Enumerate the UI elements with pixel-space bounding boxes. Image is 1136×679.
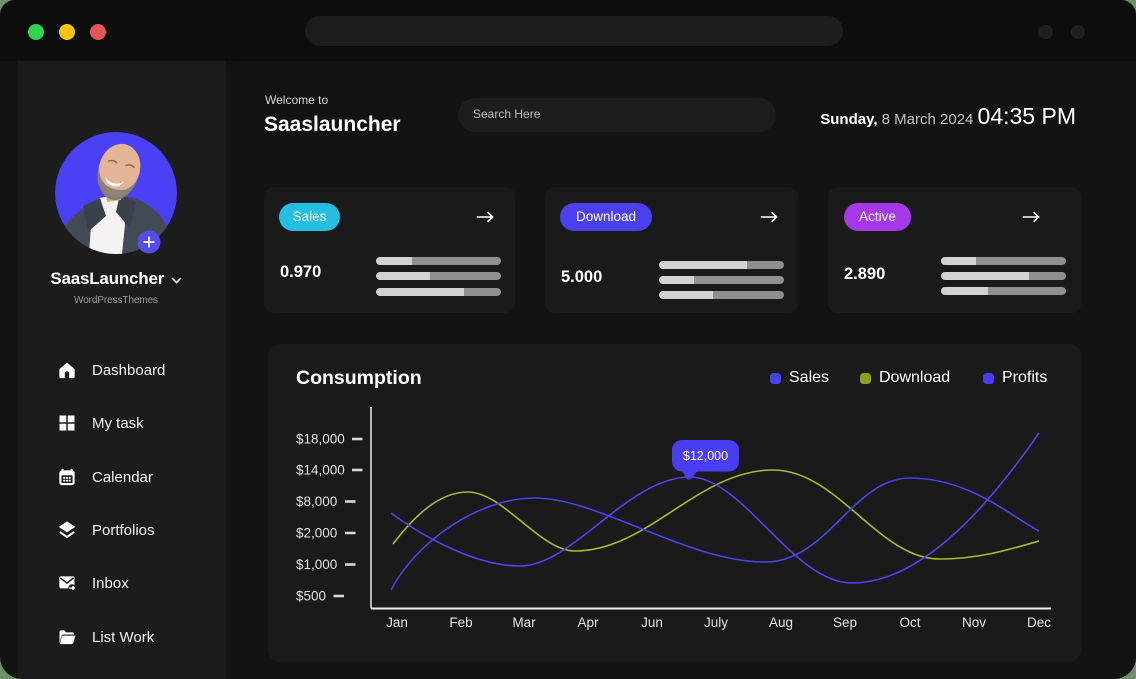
svg-text:Mar: Mar — [512, 615, 536, 630]
svg-text:$14,000: $14,000 — [296, 463, 345, 478]
svg-text:$500: $500 — [296, 589, 326, 604]
svg-text:Sep: Sep — [833, 615, 857, 630]
svg-text:Dec: Dec — [1027, 615, 1051, 630]
svg-text:Apr: Apr — [577, 615, 599, 630]
svg-text:Jun: Jun — [641, 615, 663, 630]
svg-text:Nov: Nov — [962, 615, 986, 630]
svg-text:Jan: Jan — [386, 615, 408, 630]
svg-text:$18,000: $18,000 — [296, 432, 345, 447]
svg-text:$12,000: $12,000 — [683, 449, 728, 463]
svg-text:$8,000: $8,000 — [296, 494, 337, 509]
svg-text:July: July — [704, 615, 728, 630]
svg-text:Oct: Oct — [899, 615, 920, 630]
svg-text:Feb: Feb — [449, 615, 472, 630]
svg-text:Aug: Aug — [769, 615, 793, 630]
svg-text:$2,000: $2,000 — [296, 526, 337, 541]
svg-text:$1,000: $1,000 — [296, 557, 337, 572]
